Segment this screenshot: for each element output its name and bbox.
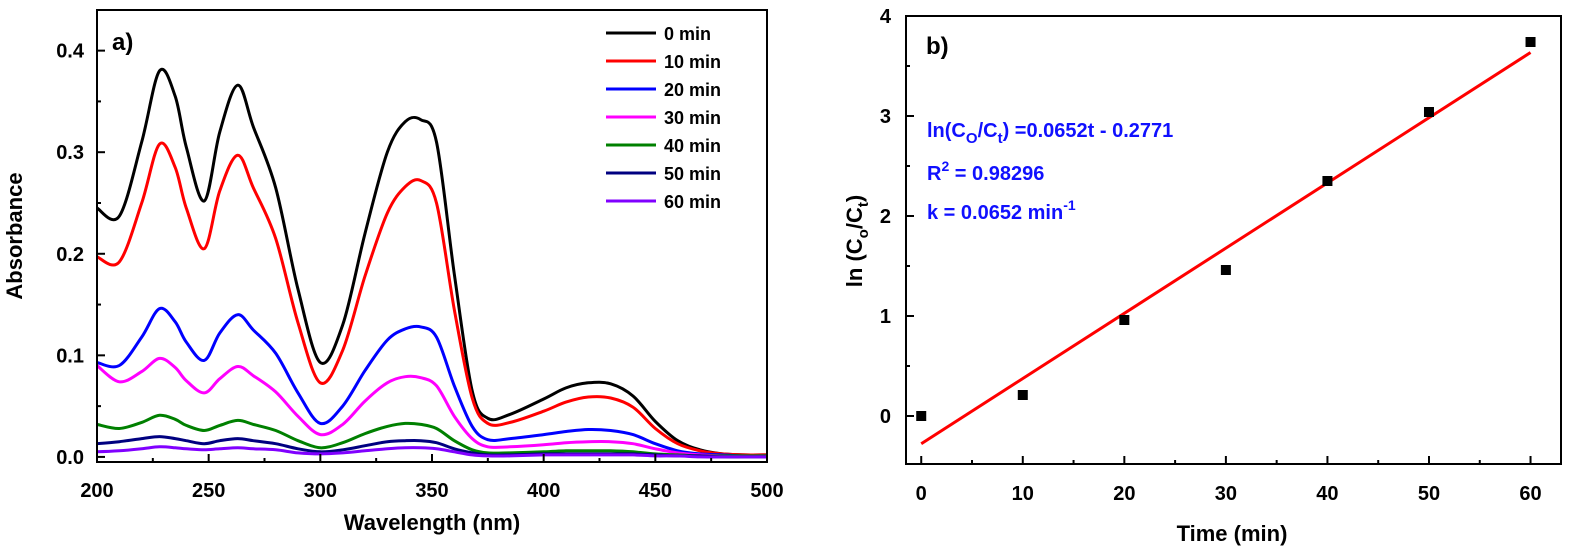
- chart-b-fit-annotations: ln(CO/Ct) =0.0652t - 0.2771 R2 = 0.98296…: [927, 120, 1173, 224]
- chart-a-panel-label: a): [112, 29, 133, 56]
- data-point-marker-5: [1423, 107, 1434, 117]
- y-tick-label: 0: [880, 406, 891, 428]
- y-tick-label: 3: [880, 106, 891, 128]
- series-line-3: [96, 356, 767, 458]
- y-tick-label: 0.2: [56, 244, 84, 266]
- y-tick-label: 0.3: [56, 142, 84, 164]
- data-point-marker-1: [1017, 390, 1028, 400]
- x-tick-label: 60: [1519, 483, 1541, 505]
- chart-b-y-axis-label: ln (Co/Ct): [842, 195, 872, 287]
- chart-b-x-axis-ticks: 0 10 20 30 40 50 60: [916, 456, 1542, 505]
- rate-constant-annotation: k = 0.0652 min-1: [927, 197, 1076, 224]
- chart-a-y-axis-label: Absorbance: [2, 172, 27, 299]
- x-tick-label: 40: [1316, 483, 1338, 505]
- legend-label-4: 40 min: [664, 136, 721, 156]
- chart-b-plot-frame: [905, 15, 1562, 465]
- data-point-marker-0: [916, 411, 927, 421]
- legend-label-5: 50 min: [664, 164, 721, 184]
- y-tick-label: 1: [880, 306, 891, 328]
- chart-a-series-lines: [96, 67, 768, 459]
- series-line-6: [96, 445, 767, 459]
- legend-label-6: 60 min: [664, 192, 721, 212]
- chart-a-legend: 0 min 10 min 20 min 30 min 40 min 50 min 60 mi…: [606, 24, 721, 212]
- r-squared-annotation: R2 = 0.98296: [927, 158, 1044, 185]
- data-point-marker-3: [1220, 265, 1231, 275]
- y-tick-label: 0.1: [56, 345, 84, 367]
- chart-b-y-axis-ticks: 0 1 2 3 4: [880, 6, 914, 428]
- chart-a-x-axis-ticks: 200 250 300 350 400 450 500: [80, 454, 784, 502]
- y-tick-label: 0.0: [56, 447, 84, 469]
- series-line-0: [96, 67, 768, 457]
- chart-b-panel-label: b): [926, 33, 949, 60]
- y-tick-label: 4: [880, 6, 892, 28]
- data-point-marker-6: [1525, 37, 1536, 47]
- y-tick-label: 2: [880, 206, 891, 228]
- x-tick-label: 10: [1012, 483, 1034, 505]
- legend-label-2: 20 min: [664, 80, 721, 100]
- x-tick-label: 50: [1418, 483, 1440, 505]
- x-tick-label: 0: [916, 483, 927, 505]
- data-point-marker-4: [1322, 176, 1333, 186]
- legend-label-0: 0 min: [664, 24, 711, 44]
- chart-b-fit-line-group: [920, 51, 1532, 445]
- linear-fit-line: [920, 51, 1532, 445]
- x-tick-label: 400: [527, 480, 560, 502]
- x-tick-label: 30: [1215, 483, 1237, 505]
- chart-a-absorbance-spectra: 200 250 300 350 400 450 500 0.0 0.1 0.2 0.3 0.4 a)…: [2, 9, 784, 535]
- x-tick-label: 450: [639, 480, 672, 502]
- legend-label-1: 10 min: [664, 52, 721, 72]
- data-point-marker-2: [1119, 315, 1130, 325]
- chart-a-plot-frame: [96, 9, 768, 463]
- fit-equation-annotation: ln(CO/Ct) =0.0652t - 0.2771: [927, 120, 1173, 147]
- x-tick-label: 500: [750, 480, 783, 502]
- x-tick-label: 300: [304, 480, 337, 502]
- chart-b-kinetics-fit: 0 10 20 30 40 50 60 0 1 2 3 4 b) Time (min) ln (Co…: [842, 6, 1562, 546]
- x-tick-label: 250: [192, 480, 225, 502]
- chart-a-y-axis-ticks: 0.0 0.1 0.2 0.3 0.4: [56, 41, 105, 469]
- y-tick-label: 0.4: [56, 41, 85, 63]
- x-tick-label: 350: [415, 480, 448, 502]
- x-tick-label: 200: [80, 480, 113, 502]
- series-line-2: [96, 306, 768, 458]
- chart-a-x-axis-label: Wavelength (nm): [344, 510, 520, 535]
- chart-b-data-points: [916, 37, 1536, 421]
- series-line-1: [96, 141, 768, 457]
- x-tick-label: 20: [1113, 483, 1135, 505]
- legend-label-3: 30 min: [664, 108, 721, 128]
- chart-b-x-axis-label: Time (min): [1177, 521, 1288, 546]
